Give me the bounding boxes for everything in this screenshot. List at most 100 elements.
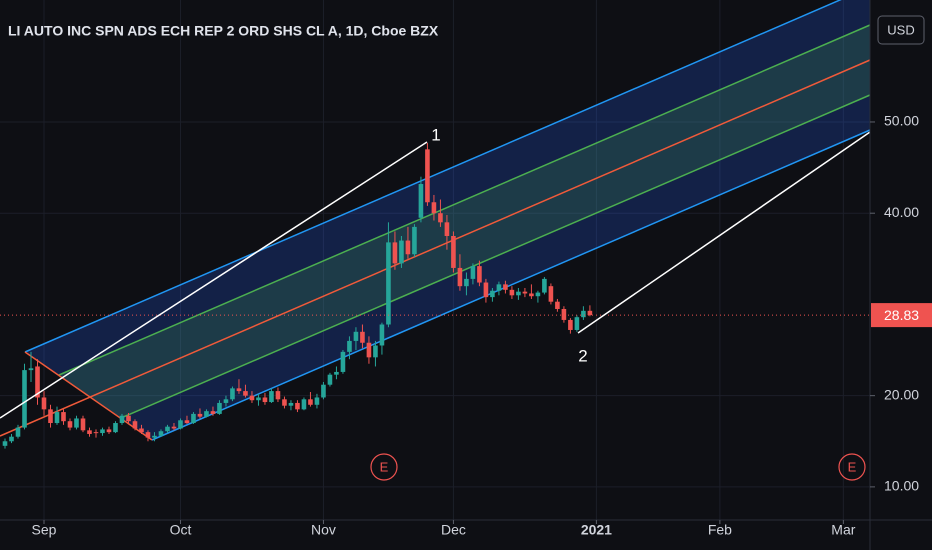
candle-body (113, 423, 118, 433)
pitchfork-median (0, 59, 871, 437)
candle-body (93, 432, 99, 434)
candle-body (542, 278, 547, 293)
candle-body (22, 370, 27, 428)
candle-body (399, 240, 404, 264)
candle-body (197, 413, 203, 417)
candle-body (412, 226, 417, 255)
time-axis (0, 520, 932, 550)
candle-body (41, 397, 47, 410)
candle-body (561, 308, 567, 320)
candle-body (509, 289, 515, 296)
x-tick-label: Sep (32, 522, 57, 538)
candle-body (243, 391, 248, 396)
candle-body (496, 284, 502, 291)
candle-body (340, 351, 346, 372)
candle-body (269, 391, 274, 403)
pitchfork-band-outer (25, 0, 870, 440)
x-tick-label: Dec (441, 522, 466, 538)
candle-body (464, 278, 469, 287)
candle-body (295, 402, 300, 410)
candle-body (106, 429, 112, 433)
candle-body (470, 266, 476, 279)
candle-body (366, 342, 372, 358)
candle-body (548, 286, 554, 302)
candle-body (9, 436, 14, 442)
last-price-box (871, 303, 932, 328)
candle-body (574, 317, 580, 330)
candle-body (360, 331, 365, 343)
candle-body (444, 222, 450, 237)
candle-body (431, 202, 437, 214)
candle-body (249, 395, 255, 401)
candle-body (288, 402, 294, 406)
x-tick-label: Oct (170, 522, 192, 538)
event-circle (370, 453, 398, 481)
candle-body (184, 420, 190, 424)
pitchfork-upper (24, 0, 842, 353)
candle-body (451, 236, 456, 268)
candle-body (386, 242, 391, 325)
candle-body (503, 284, 508, 290)
candle-body (67, 421, 73, 428)
pitchfork (0, 0, 871, 441)
candle-body (61, 412, 66, 422)
wave-label: 1 (431, 125, 440, 144)
event-marker: E (838, 453, 866, 481)
candle-body (282, 399, 287, 406)
pitchfork-band-inner (59, 25, 870, 418)
candle-body (87, 430, 92, 434)
x-tick-label: Nov (311, 522, 336, 538)
candle-body (314, 397, 320, 405)
candle-body (262, 397, 268, 403)
candle-body (373, 345, 378, 358)
trend-line (577, 131, 871, 334)
candle-body (15, 427, 21, 437)
last-price-label: 28.83 (884, 307, 919, 323)
candle-body (204, 411, 209, 417)
candle-body (171, 426, 177, 429)
event-label: E (380, 459, 389, 474)
candle-body (126, 415, 131, 422)
candle-body (48, 409, 53, 424)
candle-body (236, 388, 242, 392)
candle-body (35, 366, 40, 398)
candle-body (457, 267, 463, 287)
candle-body (223, 399, 229, 403)
currency-button[interactable] (877, 15, 925, 45)
candles (0, 142, 870, 449)
candle-body (353, 331, 359, 341)
candle-body (379, 324, 385, 346)
candle-body (425, 149, 430, 203)
pitchfork-lower-inner (120, 94, 871, 419)
candle-body (152, 435, 157, 438)
candle-body (256, 397, 261, 401)
candle-body (483, 282, 489, 298)
candle-body (217, 402, 222, 414)
candle-body (522, 291, 528, 294)
pitchfork-upper-inner (58, 24, 871, 376)
candle-body (392, 242, 398, 264)
candle-body (139, 428, 144, 433)
y-tick-label: 40.00 (884, 204, 919, 220)
currency-label[interactable]: USD (887, 22, 914, 37)
candle-body (334, 371, 339, 375)
chart-title: LI AUTO INC SPN ADS ECH REP 2 ORD SHS CL… (8, 23, 439, 39)
candle-body (581, 310, 586, 318)
candle-body (529, 293, 534, 297)
axis-labels: 10.00 20.00 40.00 50.00 Sep Oct Nov Dec 2021 Feb M… (32, 113, 920, 538)
event-circle (838, 453, 866, 481)
price-axis (870, 0, 932, 550)
candle-body (438, 213, 443, 223)
candle-body (28, 368, 34, 371)
candle-body (301, 399, 307, 410)
candle-body (80, 418, 86, 431)
candle-body (158, 431, 164, 436)
candle-body (405, 240, 411, 255)
x-tick-label: 2021 (581, 522, 612, 538)
candle-body (327, 374, 333, 385)
candle-body (191, 413, 196, 424)
pitchfork-lower (151, 129, 871, 441)
candle-body (119, 415, 125, 424)
candle-body (418, 184, 424, 218)
